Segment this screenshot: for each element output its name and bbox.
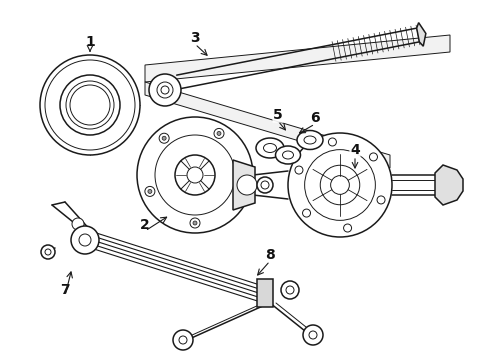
Circle shape <box>235 186 245 197</box>
Circle shape <box>149 74 181 106</box>
Circle shape <box>45 60 135 150</box>
Text: 8: 8 <box>265 248 275 262</box>
Circle shape <box>66 81 114 129</box>
Text: 4: 4 <box>350 143 360 157</box>
Circle shape <box>257 177 273 193</box>
Polygon shape <box>435 165 463 205</box>
Circle shape <box>320 165 360 205</box>
Circle shape <box>173 330 193 350</box>
Circle shape <box>286 286 294 294</box>
Circle shape <box>157 82 173 98</box>
Circle shape <box>305 150 375 220</box>
Text: 3: 3 <box>190 31 200 45</box>
Circle shape <box>369 153 377 161</box>
Circle shape <box>303 325 323 345</box>
Circle shape <box>84 99 96 111</box>
Circle shape <box>217 131 221 135</box>
Circle shape <box>40 55 140 155</box>
Polygon shape <box>416 23 426 46</box>
Circle shape <box>72 218 84 230</box>
Circle shape <box>162 136 166 140</box>
Circle shape <box>155 135 235 215</box>
Circle shape <box>214 129 224 139</box>
Circle shape <box>193 221 197 225</box>
Circle shape <box>161 86 169 94</box>
Circle shape <box>238 189 242 193</box>
Circle shape <box>45 249 51 255</box>
Circle shape <box>281 281 299 299</box>
Circle shape <box>190 218 200 228</box>
Circle shape <box>331 176 349 194</box>
Circle shape <box>309 331 317 339</box>
Circle shape <box>377 196 385 204</box>
Text: 6: 6 <box>310 111 320 125</box>
Circle shape <box>237 175 257 195</box>
Polygon shape <box>145 35 450 82</box>
Ellipse shape <box>275 146 300 164</box>
Circle shape <box>70 85 110 125</box>
Circle shape <box>343 224 352 232</box>
Text: 7: 7 <box>60 283 70 297</box>
Circle shape <box>41 245 55 259</box>
Circle shape <box>75 90 105 120</box>
Circle shape <box>148 189 152 193</box>
Text: 2: 2 <box>140 218 150 232</box>
Circle shape <box>179 336 187 344</box>
Circle shape <box>159 133 169 143</box>
Polygon shape <box>233 160 255 210</box>
Circle shape <box>145 186 155 197</box>
Circle shape <box>79 234 91 246</box>
Ellipse shape <box>256 138 284 158</box>
Ellipse shape <box>264 144 276 153</box>
Circle shape <box>295 166 303 174</box>
Circle shape <box>60 75 120 135</box>
Circle shape <box>288 133 392 237</box>
Polygon shape <box>145 82 390 168</box>
Text: 5: 5 <box>273 108 283 122</box>
Circle shape <box>261 181 269 189</box>
Circle shape <box>175 155 215 195</box>
Text: 1: 1 <box>85 35 95 49</box>
Circle shape <box>328 138 337 146</box>
Circle shape <box>187 167 203 183</box>
Polygon shape <box>257 279 273 307</box>
Ellipse shape <box>297 131 323 149</box>
Ellipse shape <box>304 136 316 144</box>
Circle shape <box>137 117 253 233</box>
Circle shape <box>71 226 99 254</box>
Ellipse shape <box>283 151 294 159</box>
Circle shape <box>302 209 311 217</box>
